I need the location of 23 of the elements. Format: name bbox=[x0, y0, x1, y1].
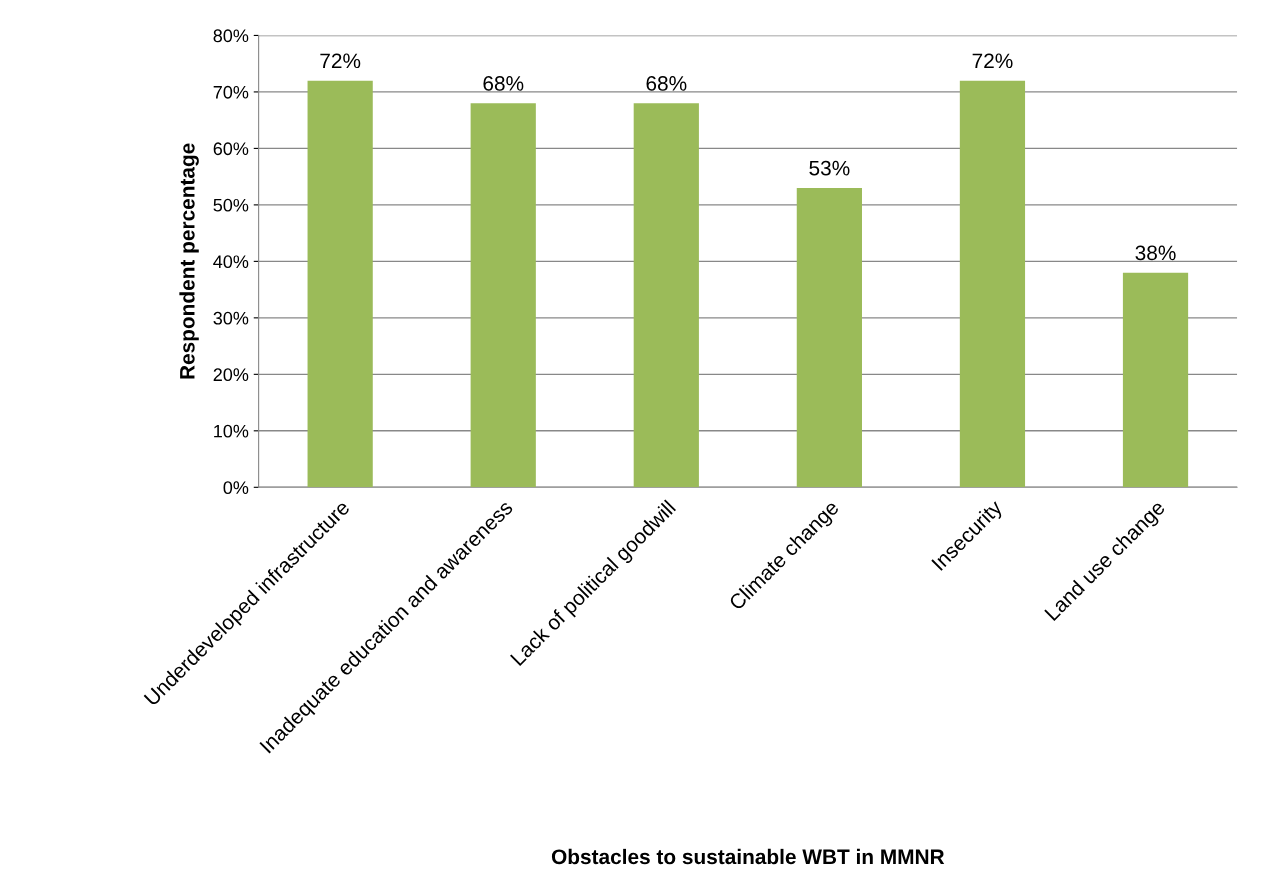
y-tick-label: 30% bbox=[213, 311, 249, 325]
y-tick-label: 40% bbox=[213, 255, 249, 269]
bar bbox=[633, 103, 699, 488]
bar bbox=[959, 80, 1026, 488]
y-tick-label: 10% bbox=[214, 424, 249, 438]
data-label: 53% bbox=[809, 160, 850, 176]
bar bbox=[470, 103, 536, 488]
bar bbox=[1122, 272, 1189, 488]
data-label: 38% bbox=[1135, 245, 1176, 261]
data-label: 72% bbox=[972, 53, 1013, 69]
y-tick-label: 80% bbox=[213, 29, 249, 43]
data-label: 72% bbox=[320, 53, 361, 69]
data-label: 68% bbox=[646, 76, 687, 91]
y-tick-label: 20% bbox=[213, 368, 249, 382]
bar bbox=[796, 187, 862, 488]
x-axis-title: Obstacles to sustainable WBT in MMNR bbox=[551, 848, 945, 865]
y-tick-label: 70% bbox=[213, 85, 249, 99]
data-label: 68% bbox=[483, 76, 524, 91]
y-tick-label: 50% bbox=[213, 198, 249, 212]
y-tick-label: 0% bbox=[223, 481, 249, 495]
bar bbox=[307, 80, 373, 488]
y-axis-title: Respondent percentage bbox=[179, 143, 199, 379]
y-tick-label: 60% bbox=[213, 142, 249, 156]
